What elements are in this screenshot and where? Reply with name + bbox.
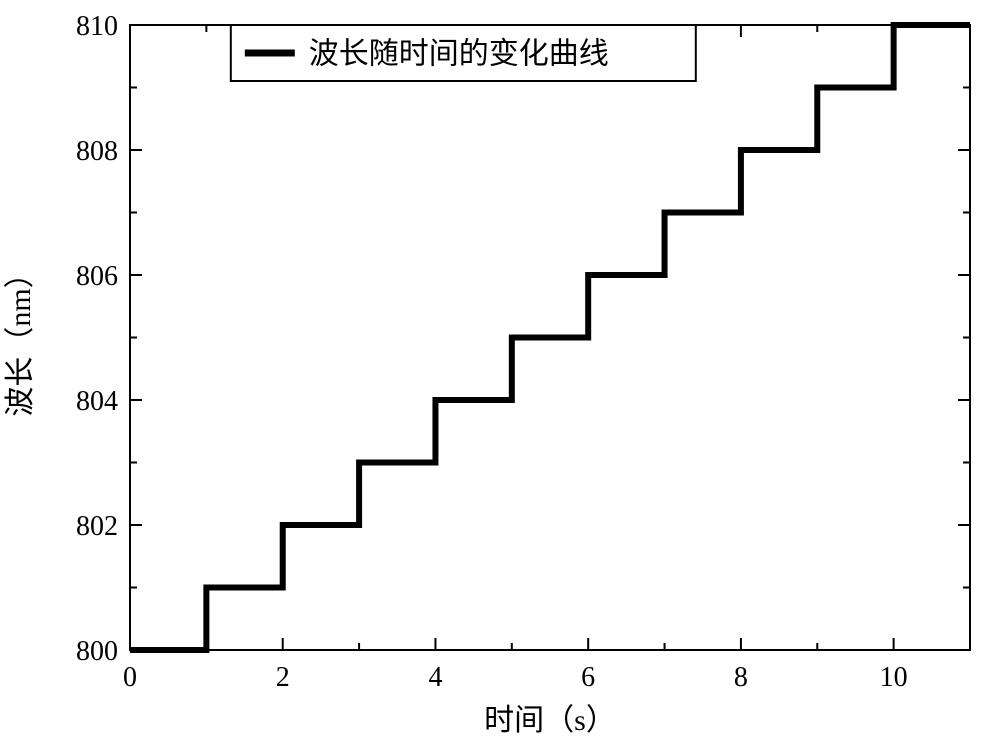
y-tick-label: 808 [76,136,118,167]
x-tick-label: 0 [123,662,137,693]
y-tick-label: 810 [76,11,118,42]
x-axis-label: 时间（s） [484,704,616,737]
x-tick-label: 4 [428,662,442,693]
chart-svg: 0246810800802804806808810时间（s）波长（nm）波长随时… [0,0,1000,738]
chart-bg [0,0,1000,738]
x-tick-label: 8 [734,662,748,693]
y-tick-label: 806 [76,261,118,292]
legend: 波长随时间的变化曲线 [231,25,696,81]
y-tick-label: 802 [76,511,118,542]
x-tick-label: 2 [276,662,290,693]
y-tick-label: 804 [76,386,118,417]
x-tick-label: 10 [880,662,908,693]
chart-container: 0246810800802804806808810时间（s）波长（nm）波长随时… [0,0,1000,738]
x-tick-label: 6 [581,662,595,693]
y-axis-label: 波长（nm） [4,258,37,416]
y-tick-label: 800 [76,636,118,667]
legend-label: 波长随时间的变化曲线 [309,38,609,71]
